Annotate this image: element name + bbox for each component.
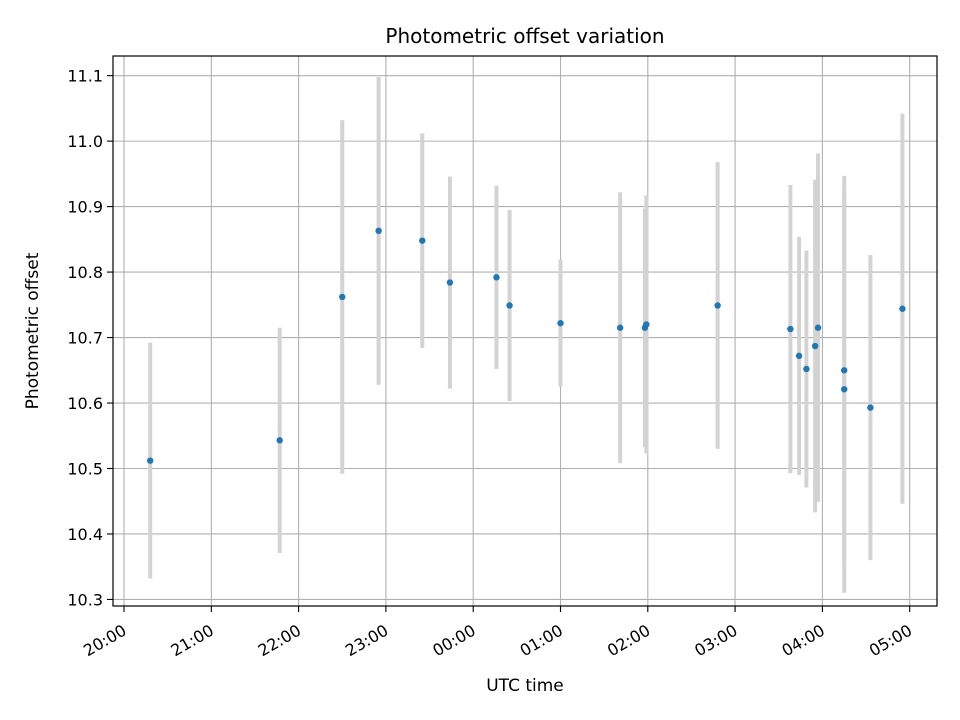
data-points bbox=[146, 227, 906, 464]
data-point bbox=[795, 352, 803, 360]
x-axis-title: UTC time bbox=[486, 676, 564, 696]
y-tick-label: 11.1 bbox=[67, 67, 103, 86]
y-tick-label: 11.0 bbox=[67, 132, 103, 151]
data-point bbox=[867, 404, 874, 411]
y-tick-label: 10.8 bbox=[67, 263, 103, 282]
y-tick-label: 10.5 bbox=[67, 460, 103, 479]
data-point bbox=[811, 342, 819, 350]
data-point bbox=[506, 302, 513, 309]
data-point bbox=[803, 365, 810, 373]
data-point bbox=[419, 237, 426, 244]
data-point bbox=[146, 457, 154, 464]
y-tick-label: 10.7 bbox=[67, 329, 103, 348]
plot-frame bbox=[112, 55, 938, 607]
y-axis-title: Photometric offset bbox=[23, 252, 43, 409]
y-tick-label: 10.9 bbox=[67, 198, 103, 217]
data-point bbox=[814, 324, 822, 331]
data-point bbox=[375, 227, 382, 235]
data-point bbox=[841, 367, 848, 374]
data-point bbox=[899, 305, 906, 312]
data-point bbox=[643, 321, 650, 328]
y-tick-label: 10.4 bbox=[67, 525, 103, 544]
data-point bbox=[616, 324, 624, 331]
data-point bbox=[787, 325, 794, 333]
y-axis: 10.3 10.4 10.5 10.6 10.7 10.8 10.9 11.0 11.1 bbox=[67, 67, 113, 609]
data-point bbox=[557, 319, 564, 327]
data-point bbox=[714, 302, 721, 309]
data-point bbox=[446, 279, 454, 286]
data-point bbox=[339, 293, 346, 301]
data-point bbox=[493, 274, 500, 281]
y-tick-label: 10.3 bbox=[67, 590, 103, 609]
chart-title: Photometric offset variation bbox=[385, 24, 664, 48]
data-point bbox=[276, 437, 283, 444]
y-tick-label: 10.6 bbox=[67, 394, 103, 413]
data-point bbox=[841, 386, 848, 393]
